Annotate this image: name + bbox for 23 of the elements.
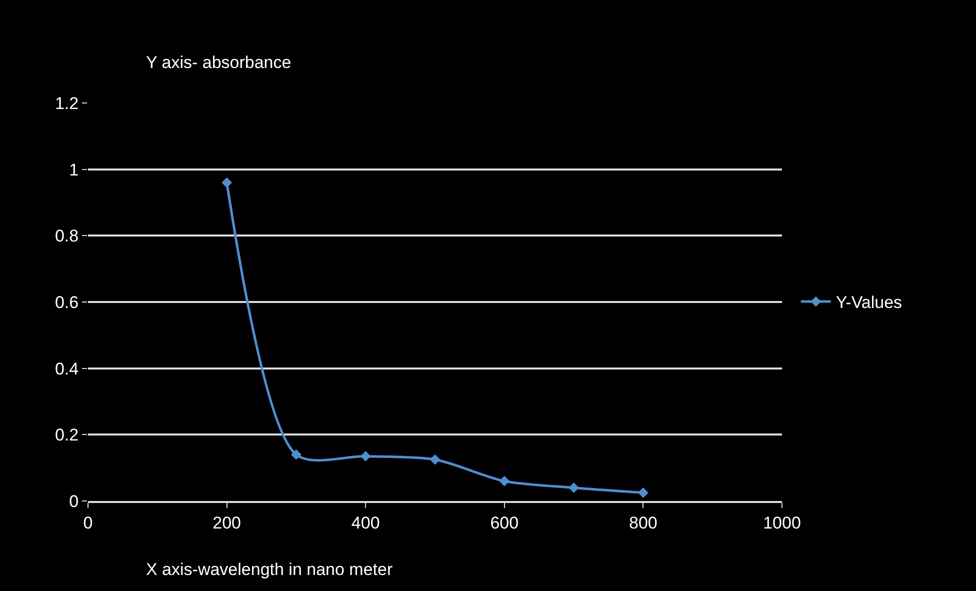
y-axis-title: Y axis- absorbance <box>146 53 292 72</box>
x-tick-label: 800 <box>629 513 658 532</box>
point <box>222 177 232 188</box>
x-axis-title: X axis-wavelength in nano meter <box>146 560 393 579</box>
x-tick-label: 400 <box>351 513 380 532</box>
y-tick-label: 0 <box>69 492 79 511</box>
point <box>360 451 371 462</box>
point <box>499 476 510 486</box>
x-tick-label: 200 <box>212 513 241 532</box>
y-tick-label: 0.8 <box>54 226 79 246</box>
x-tick-label: 600 <box>490 513 519 532</box>
y-tick-label: 1.2 <box>54 94 79 113</box>
point <box>430 454 440 465</box>
point <box>291 449 302 460</box>
y-tick-label: 0.2 <box>54 426 79 445</box>
y-tick-label: 0.6 <box>54 292 79 312</box>
x-tick-label: 0 <box>83 513 93 532</box>
x-tick-label: 1000 <box>763 513 801 532</box>
point <box>638 488 648 498</box>
y-tick-label: 1 <box>69 160 79 180</box>
point <box>568 482 579 493</box>
legend-label: Y-Values <box>836 293 902 312</box>
y-tick-label: 0.4 <box>54 359 79 378</box>
